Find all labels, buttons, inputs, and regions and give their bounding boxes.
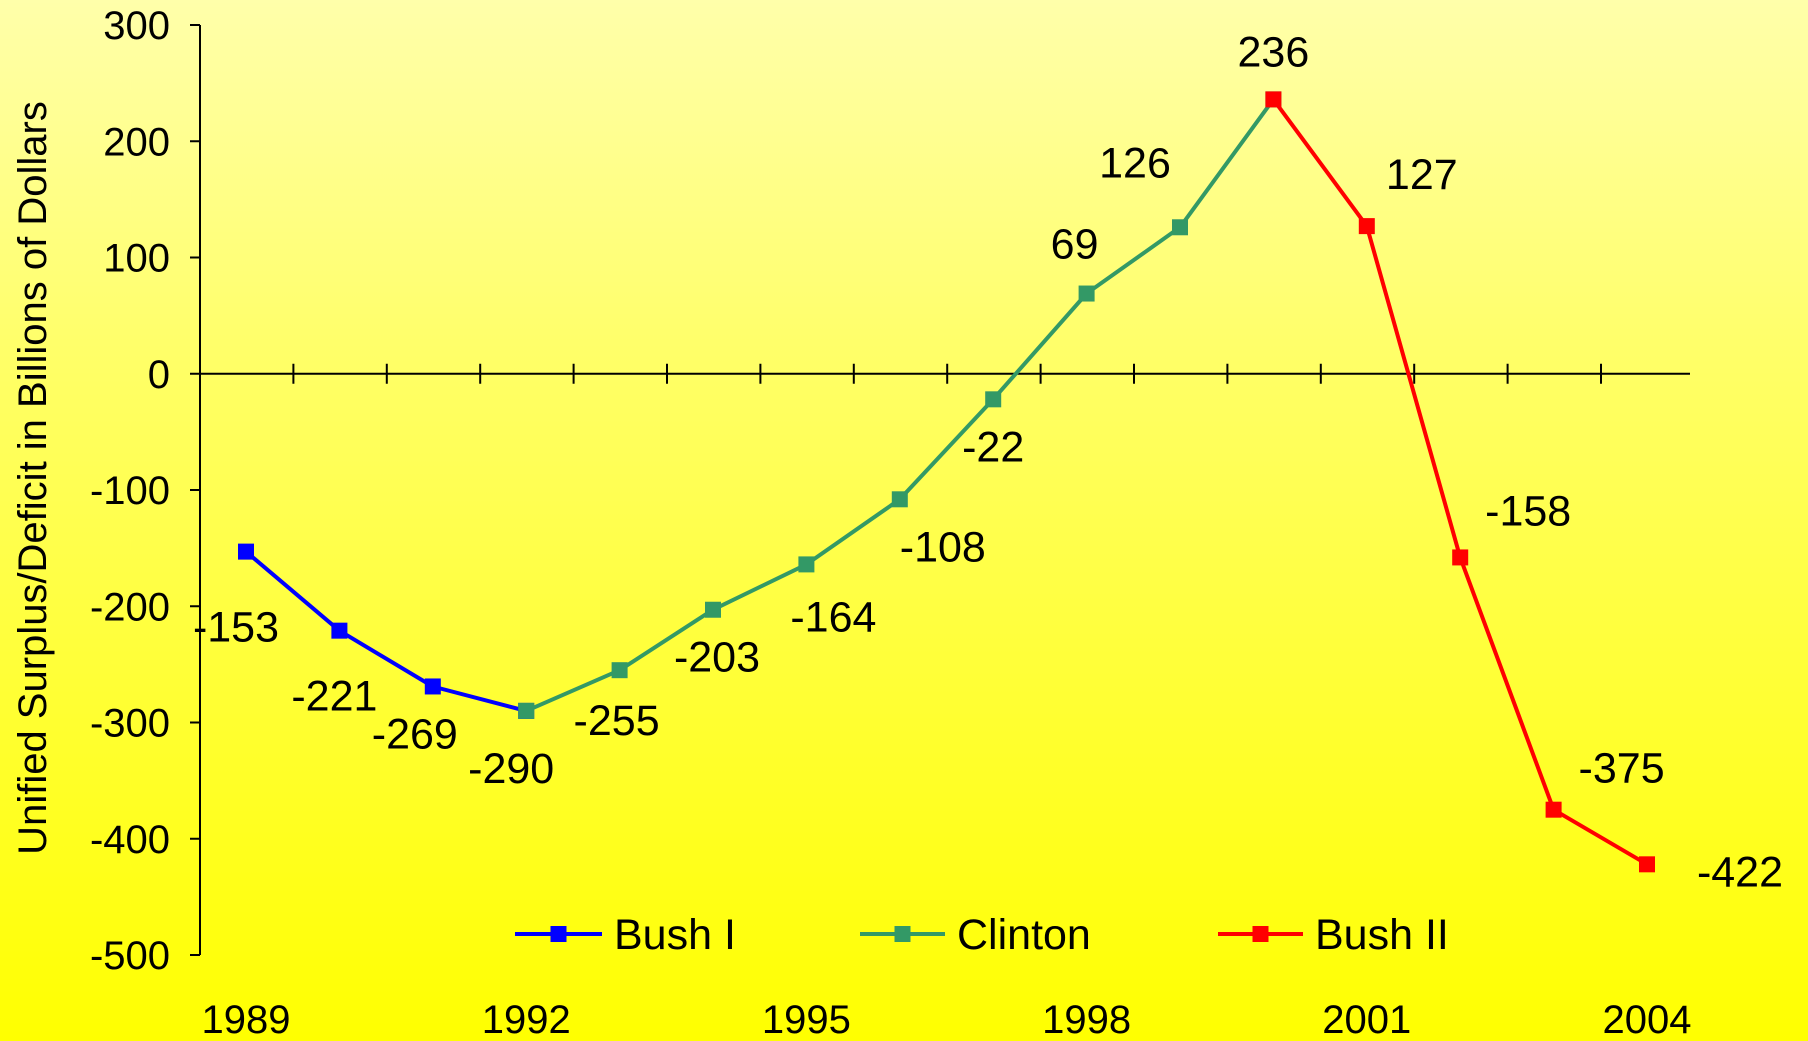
y-axis-label: Unified Surplus/Deficit in Billions of D… bbox=[11, 101, 55, 855]
legend-label: Bush I bbox=[614, 911, 736, 959]
x-tick-label: 1992 bbox=[482, 998, 571, 1041]
data-label: -255 bbox=[574, 697, 660, 745]
y-tick-label: -100 bbox=[90, 469, 170, 513]
data-point bbox=[1639, 856, 1655, 873]
legend-swatch-marker bbox=[1252, 926, 1269, 942]
x-tick-label: 1995 bbox=[762, 998, 851, 1041]
data-labels: -153-221-269-290 -255 -203 -164 -108 -22 69126… bbox=[193, 28, 1783, 896]
y-tick-label: -300 bbox=[90, 702, 170, 746]
data-point bbox=[518, 702, 535, 719]
series-line-clinton bbox=[525, 98, 1276, 713]
data-label: -375 bbox=[1579, 745, 1665, 793]
data-label: -153 bbox=[193, 604, 279, 652]
data-point bbox=[1452, 549, 1469, 566]
series-lines bbox=[238, 91, 1655, 873]
data-point bbox=[611, 662, 628, 679]
data-point bbox=[1265, 91, 1282, 108]
data-point bbox=[331, 622, 348, 639]
legend-item-bush-ii: Bush II bbox=[1218, 911, 1449, 959]
data-point bbox=[238, 543, 254, 560]
x-tick-label: 1989 bbox=[202, 998, 291, 1041]
series-line-bush-i bbox=[244, 550, 527, 713]
data-point bbox=[1358, 218, 1375, 235]
legend-item-bush-i: Bush I bbox=[515, 911, 736, 959]
data-point bbox=[1545, 801, 1562, 818]
data-label: 126 bbox=[1099, 139, 1171, 187]
data-label: -164 bbox=[790, 593, 876, 641]
data-label: -108 bbox=[900, 523, 986, 571]
x-tick-label: 1998 bbox=[1042, 998, 1131, 1041]
data-label: -290 bbox=[468, 745, 554, 793]
axes: 300 200 100 0 -100 -200 -300 -400 -500 1989 1992 19… bbox=[90, 4, 1692, 1041]
y-tick-label: 100 bbox=[103, 237, 170, 281]
data-label: -269 bbox=[372, 710, 458, 758]
data-label: -22 bbox=[962, 423, 1024, 471]
y-tick-label: -400 bbox=[90, 818, 170, 862]
legend-label: Bush II bbox=[1315, 911, 1449, 959]
legend-swatch-marker bbox=[894, 926, 911, 942]
data-point bbox=[1172, 219, 1188, 236]
legend-label: Clinton bbox=[957, 911, 1091, 959]
y-tick-label: -500 bbox=[90, 934, 170, 978]
y-tick-label: -200 bbox=[90, 585, 170, 629]
legend-item-clinton: Clinton bbox=[860, 911, 1091, 959]
data-label: -203 bbox=[674, 634, 760, 682]
data-point bbox=[798, 556, 815, 573]
data-point bbox=[1078, 285, 1095, 302]
data-label: 69 bbox=[1051, 221, 1099, 269]
data-label: 236 bbox=[1238, 28, 1310, 76]
data-point bbox=[424, 678, 441, 695]
data-label: -422 bbox=[1697, 848, 1783, 896]
x-tick-label: 2001 bbox=[1322, 998, 1411, 1041]
data-label: -221 bbox=[291, 673, 377, 721]
y-tick-label: 300 bbox=[103, 4, 170, 48]
legend: Bush I Clinton Bush II bbox=[515, 911, 1449, 959]
x-tick-label: 2004 bbox=[1603, 998, 1692, 1041]
data-point bbox=[705, 601, 721, 618]
data-point bbox=[985, 391, 1002, 408]
data-label: -158 bbox=[1485, 487, 1571, 535]
y-tick-label: 200 bbox=[103, 120, 170, 164]
data-label: 127 bbox=[1386, 151, 1458, 199]
data-point bbox=[891, 491, 908, 508]
legend-swatch-marker bbox=[550, 926, 567, 942]
y-tick-label: 0 bbox=[148, 353, 170, 397]
